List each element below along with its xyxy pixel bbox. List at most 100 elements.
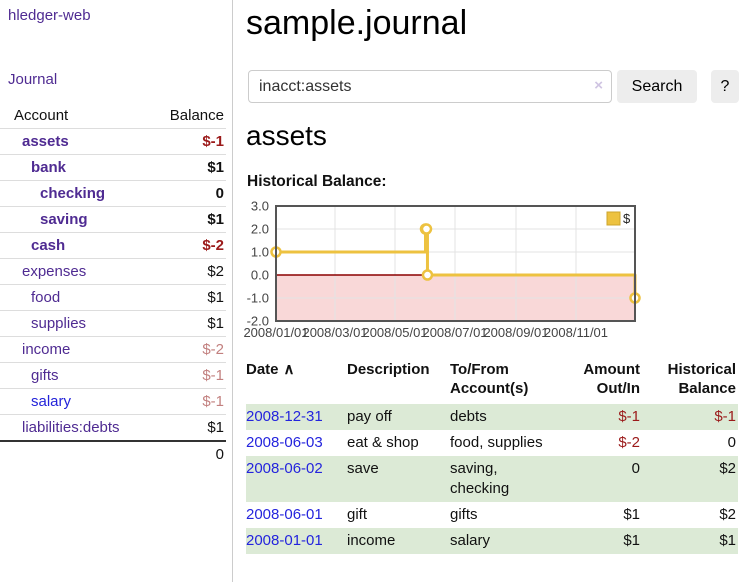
sort-ascending-icon: ∧ — [283, 361, 295, 378]
account-balance: $1 — [153, 414, 226, 442]
register-table: Date ∧ Description To/From Account(s) Amo… — [246, 358, 738, 554]
transaction-row: 2008-06-01 gift gifts $1 $2 — [246, 502, 738, 528]
account-link[interactable]: liabilities:debts — [22, 419, 120, 436]
svg-text:2.0: 2.0 — [251, 222, 269, 237]
transaction-balance: $1 — [719, 532, 736, 549]
account-link[interactable]: salary — [31, 393, 72, 410]
account-row: income $-2 — [0, 336, 226, 363]
account-link[interactable]: checking — [40, 185, 106, 202]
clear-search-icon[interactable]: × — [594, 77, 603, 94]
svg-text:2008/05/01: 2008/05/01 — [362, 325, 427, 340]
svg-text:$: $ — [623, 211, 631, 226]
transaction-balance: $2 — [719, 506, 736, 523]
transaction-accounts: debts — [450, 408, 487, 425]
account-row: gifts $-1 — [0, 362, 226, 389]
accounts-header-account: Account — [0, 103, 154, 129]
transaction-date-link[interactable]: 2008-06-01 — [246, 506, 323, 523]
transaction-description: gift — [347, 506, 368, 523]
svg-text:2008/07/01: 2008/07/01 — [422, 325, 487, 340]
svg-text:-1.0: -1.0 — [247, 291, 269, 306]
account-balance: $1 — [153, 154, 226, 181]
transaction-amount: $1 — [623, 506, 640, 523]
register-header-row: Date ∧ Description To/From Account(s) Amo… — [246, 358, 738, 404]
account-row: salary $-1 — [0, 388, 226, 415]
transaction-amount: $-2 — [618, 434, 640, 451]
account-row: checking 0 — [0, 180, 226, 207]
account-link[interactable]: food — [31, 289, 61, 306]
account-row: food $1 — [0, 284, 226, 311]
register-header-accounts: To/From Account(s) — [450, 361, 529, 397]
register-header-date[interactable]: Date ∧ — [246, 361, 295, 378]
account-balance: $1 — [153, 284, 226, 311]
transaction-date-link[interactable]: 2008-12-31 — [246, 408, 323, 425]
account-link[interactable]: income — [22, 341, 71, 358]
transaction-amount: $1 — [623, 532, 640, 549]
account-link[interactable]: saving — [40, 211, 88, 228]
search-form: × — [248, 70, 612, 103]
account-row: cash $-2 — [0, 232, 226, 259]
account-row: bank $1 — [0, 154, 226, 181]
account-row: liabilities:debts $1 — [0, 414, 226, 442]
transaction-description: eat & shop — [347, 434, 419, 451]
svg-text:2008/01/01: 2008/01/01 — [243, 325, 308, 340]
account-link[interactable]: cash — [31, 237, 66, 254]
svg-text:3.0: 3.0 — [251, 200, 269, 214]
account-link[interactable]: supplies — [31, 315, 87, 332]
transaction-description: income — [347, 532, 396, 549]
transaction-amount: $-1 — [618, 408, 640, 425]
register-header-balance: Historical Balance — [667, 361, 736, 397]
transaction-balance: 0 — [727, 434, 736, 451]
transaction-accounts: food, supplies — [450, 434, 543, 451]
account-balance: $-2 — [153, 336, 226, 363]
account-link[interactable]: bank — [31, 159, 67, 176]
sidebar-item-journal[interactable]: Journal — [8, 71, 58, 88]
account-balance: 0 — [153, 180, 226, 207]
account-balance: $-1 — [153, 128, 226, 155]
register-header-description: Description — [347, 361, 430, 378]
transaction-description: save — [347, 460, 379, 477]
account-balance: $-2 — [153, 232, 226, 259]
transaction-row: 2008-06-02 save saving, checking 0 $2 — [246, 456, 738, 502]
transaction-accounts: saving, checking — [450, 460, 510, 497]
accounts-table-header-row: Account Balance — [0, 103, 226, 129]
account-link[interactable]: assets — [22, 133, 69, 150]
transaction-row: 2008-06-03 eat & shop food, supplies $-2 0 — [246, 430, 738, 456]
account-balance: $2 — [153, 258, 226, 285]
svg-text:2008/03/01: 2008/03/01 — [302, 325, 367, 340]
transaction-row: 2008-01-01 income salary $1 $1 — [246, 528, 738, 554]
svg-text:2008/11/01: 2008/11/01 — [544, 325, 608, 340]
svg-text:-2.0: -2.0 — [247, 314, 269, 329]
help-button[interactable]: ? — [711, 70, 739, 103]
transaction-accounts: salary — [450, 532, 491, 549]
search-input[interactable] — [248, 70, 612, 103]
transaction-balance: $-1 — [714, 408, 736, 425]
transaction-amount: 0 — [631, 460, 640, 477]
accounts-table-body: assets $-1 bank $1 checking 0 saving $1 cash $-2 e… — [0, 128, 226, 442]
transaction-row: 2008-12-31 pay off debts $-1 $-1 — [246, 404, 738, 430]
accounts-total-row: 0 — [0, 440, 226, 467]
account-row: expenses $2 — [0, 258, 226, 285]
account-row: saving $1 — [0, 206, 226, 233]
transaction-date-link[interactable]: 2008-06-02 — [246, 460, 323, 477]
svg-text:0.0: 0.0 — [251, 268, 269, 283]
app-brand-link[interactable]: hledger-web — [8, 7, 91, 24]
transaction-accounts: gifts — [450, 506, 478, 523]
account-balance: $1 — [153, 206, 226, 233]
account-page-title: assets — [246, 120, 327, 151]
svg-text:2008/09/01: 2008/09/01 — [483, 325, 548, 340]
search-button[interactable]: Search — [617, 70, 697, 103]
account-link[interactable]: expenses — [22, 263, 87, 280]
account-balance: $-1 — [153, 362, 226, 389]
page-title: sample.journal — [246, 4, 468, 42]
accounts-total-balance: 0 — [153, 440, 226, 467]
account-balance: $1 — [153, 310, 226, 337]
svg-text:1.0: 1.0 — [251, 245, 269, 260]
historical-balance-label: Historical Balance: — [247, 173, 387, 190]
accounts-table: Account Balance assets $-1 bank $1 checking 0… — [0, 103, 226, 467]
register-table-body: 2008-12-31 pay off debts $-1 $-1 2008-06-03 ea… — [246, 404, 738, 554]
sidebar: hledger-web Journal Account Balance asse… — [0, 0, 233, 582]
transaction-date-link[interactable]: 2008-06-03 — [246, 434, 323, 451]
transaction-date-link[interactable]: 2008-01-01 — [246, 532, 323, 549]
account-link[interactable]: gifts — [31, 367, 59, 384]
account-row: supplies $1 — [0, 310, 226, 337]
